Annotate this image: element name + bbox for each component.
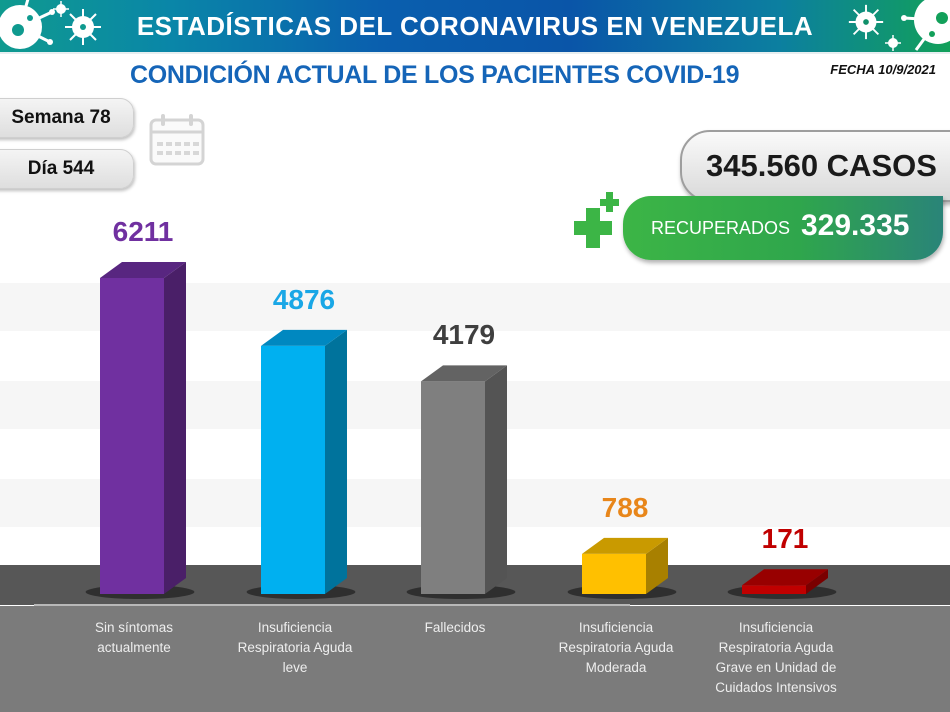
virus-icon [0, 0, 55, 49]
virus-icon [53, 1, 69, 17]
category-label-line: Insuficiencia [578, 620, 654, 635]
bar-top [582, 537, 668, 554]
total-cases-value: 345.560 CASOS [706, 148, 937, 183]
bar [261, 345, 325, 594]
bar-top [261, 329, 347, 346]
virus-icon [901, 0, 950, 51]
bar-side [164, 262, 186, 594]
total-cases-box: 345.560 CASOS [680, 130, 950, 202]
category-label-line: Insuficiencia [738, 620, 814, 635]
header-banner: ESTADÍSTICAS DEL CORONAVIRUS EN VENEZUEL… [0, 0, 950, 54]
bar-top [742, 569, 828, 586]
recovered-value: 329.335 [801, 209, 910, 242]
data-label: 4179 [432, 319, 496, 351]
category-label-line: Respiratoria Aguda [558, 640, 674, 655]
data-label: 6211 [112, 216, 174, 247]
bar-side [485, 365, 507, 594]
recovered-box: RECUPERADOS 329.335 [623, 196, 943, 260]
category-label-line: leve [282, 660, 308, 675]
category-label-line: actualmente [97, 640, 171, 655]
data-label: 171 [761, 523, 809, 555]
category-label: Insuficiencia Respiratoria Aguda Moderada [536, 618, 696, 678]
category-label-line: Insuficiencia [257, 620, 333, 635]
data-label: 788 [601, 491, 649, 523]
bar [100, 278, 164, 594]
bar [421, 381, 485, 594]
week-badge: Semana 78 [0, 98, 134, 138]
calendar-icon [149, 114, 205, 166]
page-subtitle: CONDICIÓN ACTUAL DE LOS PACIENTES COVID-… [130, 61, 740, 89]
category-label: Insuficiencia Respiratoria Aguda Grave en … [696, 618, 856, 698]
virus-icon [65, 9, 101, 45]
bar-side [646, 537, 668, 594]
category-label-area [0, 606, 950, 712]
bar [582, 553, 646, 594]
category-label-line: Sin síntomas [94, 620, 174, 635]
chart-axis-line [34, 604, 630, 606]
date-label: FECHA 10/9/2021 [830, 62, 936, 77]
data-label: 4876 [272, 283, 336, 315]
recovered-label: RECUPERADOS [651, 218, 791, 238]
day-badge: Día 544 [0, 149, 134, 189]
category-label-line: Cuidados Intensivos [715, 680, 837, 695]
virus-icon [885, 35, 901, 51]
bar-side [325, 329, 347, 594]
virus-icon [848, 4, 884, 40]
category-label-line: Respiratoria Aguda [718, 640, 834, 655]
category-label-line: Respiratoria Aguda [237, 640, 353, 655]
category-label-line: Grave en Unidad de [715, 660, 837, 675]
plus-icon [574, 192, 619, 248]
bar-top [100, 262, 186, 278]
bar-top [421, 365, 507, 382]
category-label: Sin síntomas actualmente [54, 618, 214, 658]
bar-side [806, 569, 828, 594]
bar [742, 585, 806, 594]
category-label: Fallecidos [375, 618, 535, 638]
category-label-line: Fallecidos [424, 620, 486, 635]
category-label: Insuficiencia Respiratoria Aguda leve [215, 618, 375, 678]
banner-title: ESTADÍSTICAS DEL CORONAVIRUS EN VENEZUEL… [136, 11, 814, 41]
category-label-line: Moderada [585, 660, 647, 675]
